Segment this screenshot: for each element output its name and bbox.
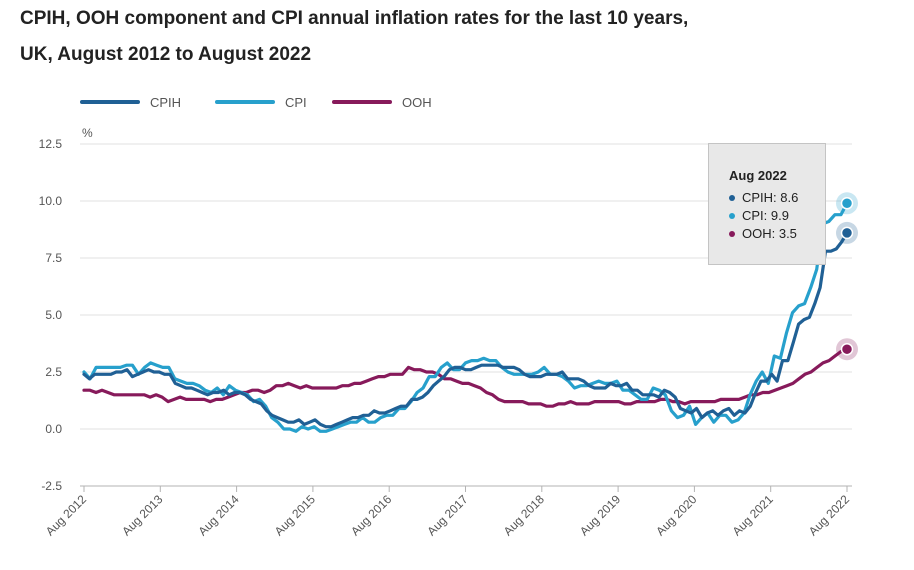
legend-swatch-cpi [215,100,275,104]
y-tick-label: 7.5 [45,251,62,265]
x-tick-label: Aug 2021 [730,492,776,538]
legend-item-cpi[interactable]: CPI [215,92,307,112]
legend-label-cpi: CPI [285,94,307,110]
legend-item-cpih[interactable]: CPIH [80,92,181,112]
tooltip-value-cpi: CPI: 9.9 [742,208,789,223]
tooltip-row-cpi: CPI: 9.9 [729,207,825,225]
y-tick-label: 12.5 [39,137,63,151]
tooltip-value-cpih: CPIH: 8.6 [742,190,799,205]
y-axis-unit-label: % [82,126,93,140]
series-lines [82,201,849,433]
tooltip: Aug 2022 CPIH: 8.6 CPI: 9.9 OOH: 3.5 [708,143,826,265]
tooltip-row-cpih: CPIH: 8.6 [729,189,825,207]
series-endpoints [836,192,858,361]
x-tick-label: Aug 2018 [501,492,547,538]
tooltip-dot-cpi [729,213,735,219]
endpoint-marker-cpi [840,197,854,210]
tooltip-dot-ooh [729,231,735,237]
chart-title-line-2: UK, August 2012 to August 2022 [20,44,312,65]
chart-title-line-1: CPIH, OOH component and CPI annual infla… [20,8,689,29]
y-axis: 12.5 10.0 7.5 5.0 2.5 0.0 -2.5 [39,137,63,493]
y-tick-label: 10.0 [39,194,63,208]
legend-item-ooh[interactable]: OOH [332,92,432,112]
y-tick-label: -2.5 [41,479,62,493]
x-tick-label: Aug 2020 [653,492,699,538]
y-tick-label: 5.0 [45,308,62,322]
tooltip-value-ooh: OOH: 3.5 [742,226,797,241]
series-line-ooh [82,347,849,408]
legend-swatch-ooh [332,100,392,104]
legend-label-cpih: CPIH [150,94,182,110]
x-tick-label: Aug 2022 [806,492,852,538]
x-tick-label: Aug 2016 [348,492,394,538]
endpoint-marker-ooh [840,342,854,356]
legend-label-ooh: OOH [402,94,432,110]
tooltip-dot-cpih [729,195,735,201]
y-tick-label: 2.5 [45,365,62,379]
tooltip-row-ooh: OOH: 3.5 [729,225,825,243]
series-line-cpih [82,231,849,429]
legend-swatch-cpih [80,100,140,104]
y-tick-label: 0.0 [45,422,62,436]
x-tick-label: Aug 2012 [43,492,89,538]
x-tick-label: Aug 2013 [119,492,165,538]
x-axis: Aug 2012 Aug 2013 Aug 2014 Aug 2015 Aug 2016… [43,486,852,538]
x-tick-label: Aug 2017 [424,492,470,538]
endpoint-marker-cpih [840,226,854,240]
x-tick-label: Aug 2015 [272,492,318,538]
x-tick-label: Aug 2019 [577,492,623,538]
tooltip-title: Aug 2022 [729,168,787,183]
x-tick-label: Aug 2014 [195,492,241,538]
